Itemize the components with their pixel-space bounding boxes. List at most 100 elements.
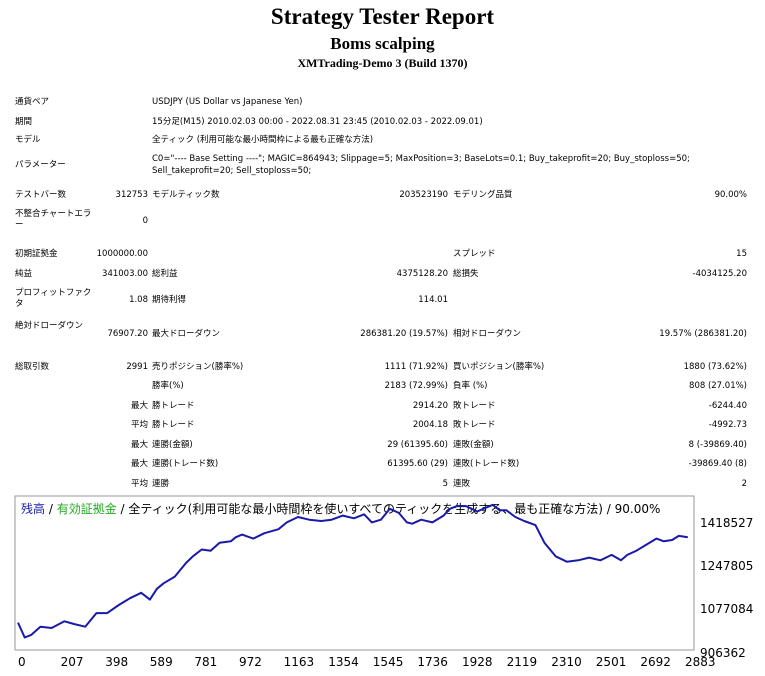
params-value-line2: Sell_takeprofit=20; Sell_stoploss=50; bbox=[152, 166, 312, 176]
y-tick-label: 906362 bbox=[700, 646, 746, 660]
params-value-line1: C0="---- Base Setting ----"; MAGIC=86494… bbox=[152, 154, 690, 164]
balance-chart: 残高 / 有効証拠金 / 全ティック(利用可能な最小時間枠を使いすべてのティック… bbox=[14, 494, 765, 676]
avgloss-label: 敗トレード bbox=[453, 420, 496, 430]
x-tick-label: 2310 bbox=[551, 655, 582, 669]
consecloss-amt-value: 8 (-39869.40) bbox=[688, 440, 747, 450]
ea-name: Boms scalping bbox=[330, 34, 435, 53]
chart-svg: 残高 / 有効証拠金 / 全ティック(利用可能な最小時間枠を使いすべてのティック… bbox=[14, 495, 753, 669]
x-tick-label: 1545 bbox=[373, 655, 404, 669]
legend-balance: 残高 bbox=[21, 501, 45, 516]
avgconsecwin-value: 5 bbox=[442, 479, 448, 489]
spread-label: スプレッド bbox=[453, 249, 496, 259]
trades-value: 2991 bbox=[126, 362, 148, 372]
mismatch-label: 不整合チャートエラー bbox=[15, 209, 92, 230]
absdd-value: 76907.20 bbox=[107, 329, 148, 339]
consecloss-cnt-label: 連敗(トレード数) bbox=[453, 459, 520, 469]
ticks-label: モデルティック数 bbox=[152, 190, 220, 200]
series-line-balance bbox=[17, 503, 688, 639]
avgconsecwin-label: 連勝 bbox=[152, 479, 170, 489]
win-label: 勝率(%) bbox=[152, 381, 184, 391]
y-tick-label: 1418527 bbox=[700, 516, 753, 530]
avgwin-label: 勝トレード bbox=[152, 420, 195, 430]
x-tick-label: 972 bbox=[239, 655, 262, 669]
max-prefix-2: 最大 bbox=[130, 440, 148, 450]
report-title: Strategy Tester Report bbox=[270, 4, 495, 29]
consecwin-amt-label: 連勝(金額) bbox=[152, 440, 193, 450]
reldd-label: 相対ドローダウン bbox=[453, 329, 522, 339]
legend-equity: 有効証拠金 bbox=[57, 501, 117, 516]
consecwin-cnt-label: 連勝(トレード数) bbox=[152, 459, 219, 469]
grossprofit-value: 4375128.20 bbox=[396, 269, 448, 279]
x-tick-label: 2119 bbox=[507, 655, 538, 669]
deposit-value: 1000000.00 bbox=[96, 249, 148, 259]
grossloss-label: 総損失 bbox=[453, 269, 479, 279]
short-label: 売りポジション(勝率%) bbox=[152, 362, 244, 372]
avg-prefix-1: 平均 bbox=[130, 420, 148, 430]
legend-rest: / 全ティック(利用可能な最小時間枠を使いすべてのティックを生成する、最も正確な… bbox=[117, 501, 661, 516]
plot-frame bbox=[14, 495, 695, 651]
y-tick-label: 1077084 bbox=[700, 602, 753, 616]
win-value: 2183 (72.99%) bbox=[384, 381, 448, 391]
avgwin-value: 2004.18 bbox=[412, 420, 448, 430]
server-build: XMTrading-Demo 3 (Build 1370) bbox=[297, 56, 468, 70]
payoff-label: 期待利得 bbox=[152, 295, 187, 305]
bars-label: テストバー数 bbox=[15, 190, 67, 200]
netprofit-label: 純益 bbox=[15, 269, 33, 279]
x-tick-label: 398 bbox=[105, 655, 128, 669]
model-label: モデル bbox=[15, 135, 41, 145]
quality-value: 90.00% bbox=[714, 190, 747, 200]
max-prefix-3: 最大 bbox=[130, 459, 148, 469]
avgconsecloss-value: 2 bbox=[741, 479, 747, 489]
period-label: 期間 bbox=[15, 117, 33, 127]
consecwin-amt-value: 29 (61395.60) bbox=[387, 440, 448, 450]
symbol-value: USDJPY (US Dollar vs Japanese Yen) bbox=[152, 97, 303, 107]
ticks-value: 203523190 bbox=[399, 190, 448, 200]
pf-label: プロフィットファクタ bbox=[15, 288, 92, 309]
max-prefix-1: 最大 bbox=[130, 401, 148, 411]
consecloss-cnt-value: -39869.40 (8) bbox=[688, 459, 747, 469]
x-tick-label: 2692 bbox=[640, 655, 671, 669]
long-value: 1880 (73.62%) bbox=[683, 362, 747, 372]
deposit-label: 初期証拠金 bbox=[15, 249, 58, 259]
maxwin-label: 勝トレード bbox=[152, 401, 195, 411]
payoff-value: 114.01 bbox=[418, 295, 448, 305]
absdd-label: 絶対ドローダウン bbox=[15, 321, 84, 331]
avgconsecloss-label: 連敗 bbox=[453, 479, 471, 489]
x-tick-label: 1928 bbox=[462, 655, 493, 669]
x-tick-label: 1354 bbox=[328, 655, 359, 669]
quality-label: モデリング品質 bbox=[453, 190, 513, 200]
symbol-label: 通貨ペア bbox=[15, 97, 50, 107]
x-tick-label: 207 bbox=[61, 655, 84, 669]
x-tick-label: 0 bbox=[18, 655, 26, 669]
period-value: 15分足(M15) 2010.02.03 00:00 - 2022.08.31 … bbox=[152, 117, 483, 127]
legend-sep: / bbox=[45, 502, 57, 516]
trades-label: 総取引数 bbox=[15, 362, 50, 372]
x-tick-label: 2501 bbox=[596, 655, 627, 669]
x-tick-label: 1736 bbox=[417, 655, 448, 669]
loss-value: 808 (27.01%) bbox=[689, 381, 747, 391]
grossprofit-label: 総利益 bbox=[152, 269, 178, 279]
avgloss-value: -4992.73 bbox=[708, 420, 747, 430]
short-value: 1111 (71.92%) bbox=[384, 362, 448, 372]
reldd-value: 19.57% (286381.20) bbox=[659, 329, 747, 339]
mismatch-value: 0 bbox=[142, 216, 148, 226]
grossloss-value: -4034125.20 bbox=[692, 269, 747, 279]
loss-label: 負率 (%) bbox=[453, 381, 488, 391]
maxdd-value: 286381.20 (19.57%) bbox=[360, 329, 448, 339]
consecloss-amt-label: 連敗(金額) bbox=[453, 440, 494, 450]
x-tick-label: 2883 bbox=[685, 655, 716, 669]
y-tick-label: 1247805 bbox=[700, 559, 753, 573]
legend: 残高 / 有効証拠金 / 全ティック(利用可能な最小時間枠を使いすべてのティック… bbox=[21, 501, 660, 516]
long-label: 買いポジション(勝率%) bbox=[453, 362, 545, 372]
x-tick-label: 1163 bbox=[284, 655, 315, 669]
x-tick-label: 781 bbox=[194, 655, 217, 669]
bars-value: 312753 bbox=[115, 190, 148, 200]
maxdd-label: 最大ドローダウン bbox=[152, 329, 221, 339]
maxwin-value: 2914.20 bbox=[412, 401, 448, 411]
spread-value: 15 bbox=[736, 249, 747, 259]
consecwin-cnt-value: 61395.60 (29) bbox=[387, 459, 448, 469]
maxloss-label: 敗トレード bbox=[453, 401, 496, 411]
x-tick-label: 589 bbox=[150, 655, 173, 669]
params-label: パラメーター bbox=[15, 160, 66, 170]
pf-value: 1.08 bbox=[129, 295, 148, 305]
